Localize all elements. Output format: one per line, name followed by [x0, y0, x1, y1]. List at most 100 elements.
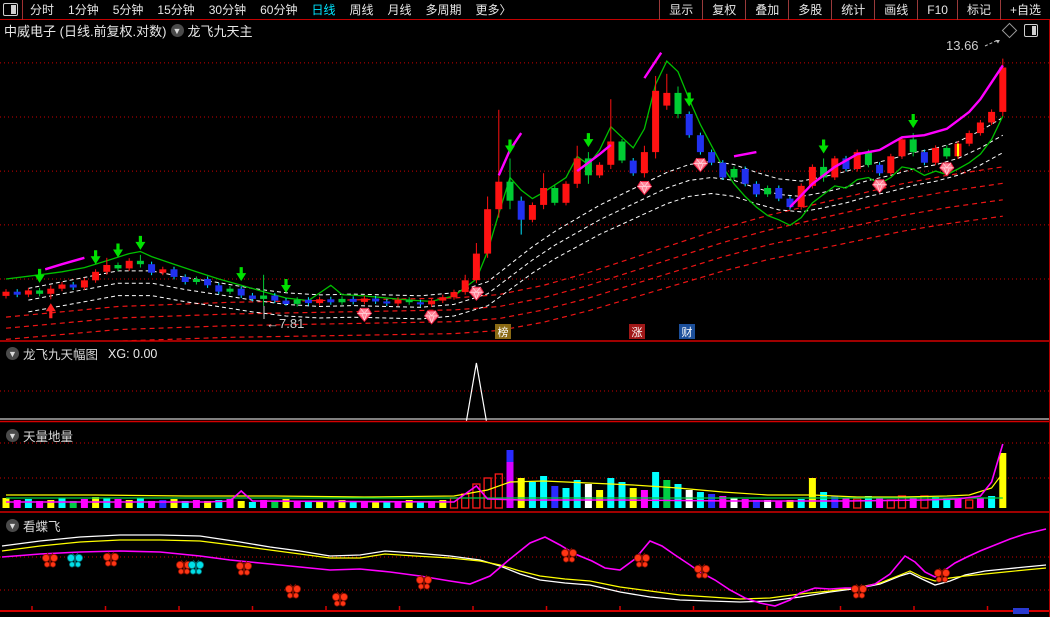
candle-body — [293, 299, 301, 304]
volume-bar — [204, 501, 212, 508]
candle-body — [965, 133, 973, 144]
candle-highlight-stripe — [957, 143, 959, 157]
volume-bar — [405, 500, 413, 508]
butterfly-icon — [284, 583, 301, 599]
candle-body — [674, 92, 682, 114]
svg-text:榜: 榜 — [498, 325, 509, 339]
candle-body — [808, 166, 816, 186]
menu-item-right-3[interactable]: 多股 — [788, 0, 831, 20]
collapse-xg-panel-icon[interactable]: ▼ — [6, 347, 19, 360]
candle-body — [349, 298, 357, 302]
menu-item-right-5[interactable]: 画线 — [874, 0, 917, 20]
volume-bar — [271, 501, 279, 508]
candle-body — [226, 288, 234, 292]
diamond-gem-icon — [636, 180, 653, 196]
candle-body — [584, 158, 592, 176]
menu-item-left-0[interactable]: 分时 — [30, 2, 55, 17]
menu-item-left-3[interactable]: 15分钟 — [157, 2, 195, 17]
menu-item-right-6[interactable]: F10 — [917, 0, 957, 20]
diamond-tool-icon[interactable] — [1001, 22, 1018, 39]
volume-bar — [282, 499, 290, 508]
volume-bar — [416, 502, 424, 508]
candle-body — [920, 152, 928, 163]
candle-body — [551, 188, 559, 203]
volume-bar — [730, 498, 738, 508]
candle-body — [999, 67, 1007, 112]
volume-bar — [517, 478, 525, 508]
volume-bar — [988, 496, 996, 508]
candle-body — [192, 279, 200, 282]
volume-bar — [58, 498, 66, 508]
collapse-volume-panel-icon[interactable]: ▼ — [6, 429, 19, 442]
volume-bar — [640, 490, 648, 508]
volume-bar — [148, 501, 156, 508]
volume-bar — [786, 500, 794, 508]
menu-item-right-2[interactable]: 叠加 — [745, 0, 788, 20]
collapse-main-panel-icon[interactable]: ▼ — [170, 24, 184, 37]
menu-item-right-0[interactable]: 显示 — [659, 0, 702, 20]
menu-item-right-4[interactable]: 统计 — [831, 0, 874, 20]
menu-item-left-9[interactable]: 多周期 — [425, 2, 462, 17]
menu-item-right-7[interactable]: 标记 — [956, 0, 1000, 20]
layout-panel-icon[interactable] — [3, 3, 18, 16]
main-indicator-name: 龙飞九天主 — [187, 24, 253, 39]
magenta-trend-segment — [576, 143, 612, 173]
menu-item-left-7[interactable]: 周线 — [349, 2, 374, 17]
menu-item-right-8[interactable]: +自选 — [999, 0, 1050, 20]
volume-bar — [999, 453, 1007, 508]
volume-bar — [663, 480, 671, 508]
white-track-band — [28, 117, 1004, 297]
candle-body — [103, 265, 111, 272]
volume-bar — [674, 484, 682, 508]
menu-item-left-5[interactable]: 60分钟 — [260, 2, 298, 17]
candle-body — [47, 288, 55, 294]
candle-body — [976, 122, 984, 134]
sell-signal-arrow-icon — [90, 250, 101, 265]
candle-body — [248, 295, 256, 299]
volume-bar — [13, 500, 21, 508]
candle-body — [640, 152, 648, 174]
green-ma-line — [5, 60, 1004, 303]
event-badge[interactable]: 财 — [679, 324, 695, 339]
chart-canvas[interactable]: 13.66 ←7.81 榜 涨 财 — [0, 40, 1050, 617]
volume-bar — [2, 498, 10, 508]
volume-bar — [932, 497, 940, 508]
volume-bar — [775, 501, 783, 508]
candle-body — [372, 298, 380, 302]
candle-body — [327, 299, 335, 303]
volume-panel-title: 天量地量 — [23, 430, 74, 444]
volume-bar — [215, 500, 223, 508]
diamond-gem-icon — [939, 162, 955, 177]
butterfly-icon — [235, 560, 252, 576]
menu-item-right-1[interactable]: 复权 — [702, 0, 745, 20]
panel-layout-icon[interactable] — [1024, 24, 1038, 37]
price-low-annotation: ←7.81 — [266, 316, 304, 331]
butterfly-panel — [0, 528, 1050, 614]
menu-item-left-10[interactable]: 更多〉 — [475, 2, 512, 17]
candle-body — [506, 181, 514, 201]
volume-bar — [483, 477, 492, 509]
diamond-gem-icon — [356, 307, 373, 323]
candle-body — [338, 298, 346, 303]
candle-body — [69, 284, 77, 288]
magenta-trend-segment — [44, 256, 85, 271]
menu-item-left-1[interactable]: 1分钟 — [68, 2, 99, 17]
xg-panel-header: ▼ 龙飞九天幅图 XG: 0.00 — [2, 344, 157, 363]
menu-item-left-6[interactable]: 日线 — [311, 2, 336, 17]
menu-item-left-8[interactable]: 月线 — [387, 2, 412, 17]
candle-body — [495, 181, 503, 210]
event-badge[interactable]: 榜 — [495, 324, 511, 339]
candle-body — [842, 158, 850, 169]
event-badge[interactable]: 涨 — [629, 324, 645, 339]
scrollbar-thumb[interactable] — [1013, 608, 1029, 614]
candle-body — [853, 152, 861, 169]
menu-item-left-4[interactable]: 30分钟 — [208, 2, 247, 17]
collapse-butterfly-panel-icon[interactable]: ▼ — [6, 519, 19, 532]
butterfly-icon — [103, 551, 120, 567]
menu-item-left-2[interactable]: 5分钟 — [112, 2, 144, 17]
svg-text:涨: 涨 — [632, 326, 643, 339]
candle-body — [663, 92, 671, 106]
candle-body — [988, 111, 996, 123]
volume-bar — [573, 480, 581, 508]
volume-bar — [842, 498, 850, 508]
